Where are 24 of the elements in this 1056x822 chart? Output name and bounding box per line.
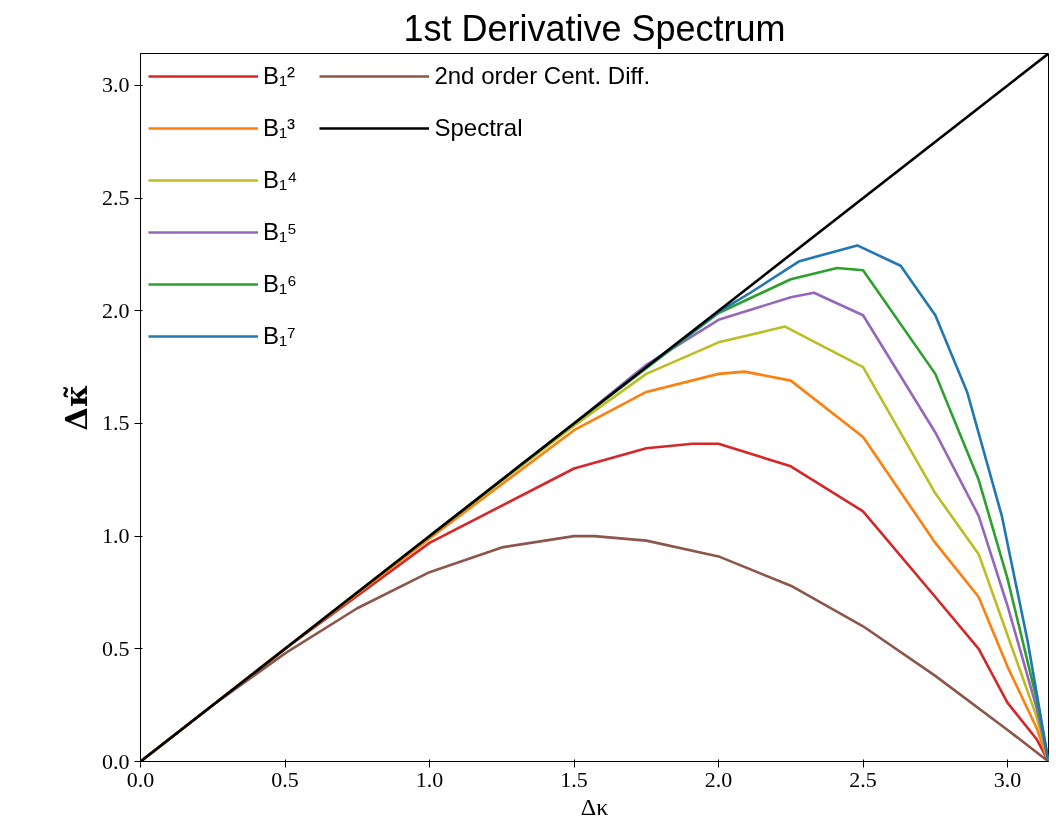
- y-axis-title: Δκ̃: [59, 384, 94, 431]
- legend-label: B₁⁷: [263, 321, 296, 351]
- legend-label: B₁⁶: [263, 269, 297, 299]
- y-tick-label: 2.0: [102, 297, 130, 323]
- y-tick-label: 2.5: [102, 185, 130, 211]
- x-tick-label: 2.0: [704, 766, 733, 792]
- legend-label: B₁³: [263, 113, 296, 143]
- chart-title: 1st Derivative Spectrum: [403, 7, 786, 49]
- y-tick-label: 0.0: [102, 748, 130, 774]
- y-tick-label: 3.0: [102, 72, 130, 98]
- x-tick-label: 1.5: [560, 766, 588, 792]
- x-tick-label: 2.5: [849, 766, 877, 792]
- legend-label: B₁⁵: [263, 217, 298, 247]
- legend-label: B₁⁴: [263, 165, 298, 195]
- x-tick-label: 1.0: [415, 766, 444, 792]
- y-tick-label: 1.5: [102, 410, 130, 436]
- legend-label: Spectral: [434, 113, 523, 143]
- x-axis-title: Δκ: [580, 793, 609, 820]
- y-tick-label: 1.0: [102, 523, 130, 549]
- x-tick-label: 3.0: [993, 766, 1022, 792]
- x-tick-label: 0.5: [271, 766, 299, 792]
- y-tick-label: 0.5: [102, 635, 130, 661]
- legend-label: 2nd order Cent. Diff.: [434, 61, 651, 91]
- legend-label: B₁²: [263, 61, 296, 91]
